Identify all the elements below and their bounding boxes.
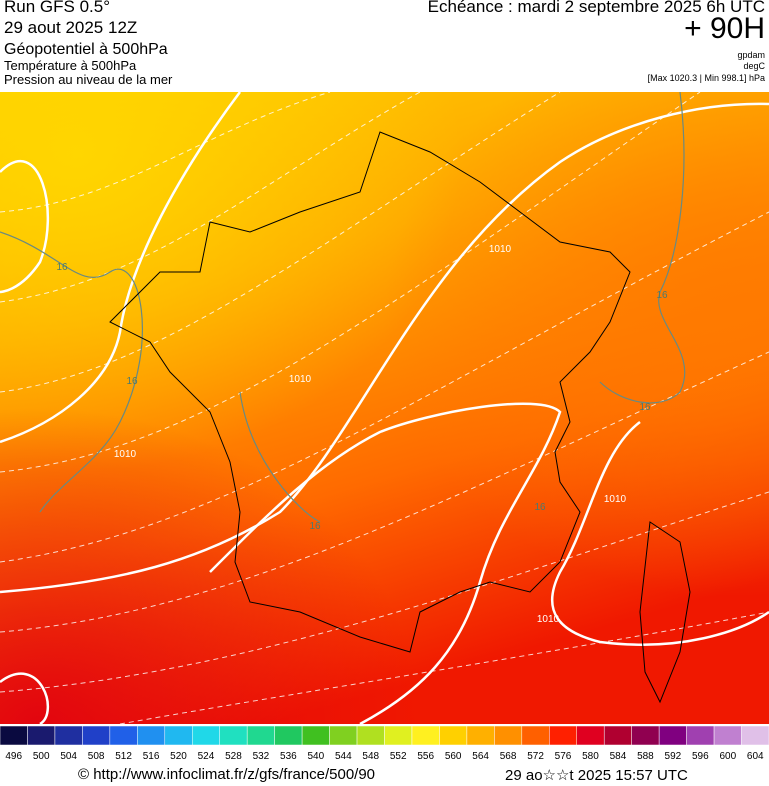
colorbar-label: 524 bbox=[198, 751, 215, 762]
colorbar-cell bbox=[741, 725, 769, 746]
colorbar-cell bbox=[603, 725, 632, 746]
colorbar-label: 560 bbox=[445, 751, 462, 762]
lead-time: + 90H bbox=[684, 12, 765, 45]
colorbar-label: 576 bbox=[555, 751, 572, 762]
field-3: Pression au niveau de la mer bbox=[4, 72, 173, 87]
colorbar-cell bbox=[27, 725, 56, 746]
colorbar-label: 528 bbox=[225, 751, 242, 762]
colorbar-cell bbox=[466, 725, 495, 746]
colorbar-label: 604 bbox=[747, 751, 764, 762]
contour-label: 16 bbox=[126, 376, 138, 387]
colorbar-label: 500 bbox=[33, 751, 50, 762]
colorbar-cell bbox=[439, 725, 468, 746]
timestamp: 29 ao☆☆t 2025 15:57 UTC bbox=[505, 767, 688, 784]
contour-label: 16 bbox=[656, 290, 668, 301]
contour-label: 1010 bbox=[537, 614, 560, 625]
run-date: 29 aout 2025 12Z bbox=[4, 18, 138, 37]
colorbar-cell bbox=[219, 725, 248, 746]
unit: degC bbox=[743, 61, 765, 71]
colorbar-cell bbox=[521, 725, 550, 746]
colorbar-cell bbox=[192, 725, 220, 746]
unit: [Max 1020.3 | Min 998.1] hPa bbox=[647, 73, 765, 83]
colorbar-label: 544 bbox=[335, 751, 352, 762]
colorbar-cell bbox=[82, 725, 111, 746]
colorbar-label: 592 bbox=[665, 751, 682, 762]
contour-label: 1010 bbox=[604, 494, 627, 505]
colorbar-label: 548 bbox=[362, 751, 379, 762]
colorbar-label: 532 bbox=[253, 751, 270, 762]
forecast-time: Echéance : mardi 2 septembre 2025 6h UTC bbox=[427, 0, 765, 16]
map: 1010 1010 1010 1010 1010 16 16 16 16 16 16 bbox=[0, 92, 769, 724]
colorbar-cell bbox=[109, 725, 138, 746]
colorbar-cell bbox=[356, 725, 385, 746]
colorbar-label: 580 bbox=[582, 751, 599, 762]
colorbar-cell bbox=[686, 725, 715, 746]
contour-label: 1010 bbox=[489, 244, 512, 255]
colorbar-cell bbox=[658, 725, 687, 746]
contour-label: 16 bbox=[56, 262, 68, 273]
run-label: Run GFS 0.5° bbox=[4, 0, 111, 16]
contour-label: 16 bbox=[534, 502, 546, 513]
contour-label: 1010 bbox=[289, 374, 312, 385]
colorbar-cell bbox=[713, 725, 742, 746]
colorbar-cell bbox=[274, 725, 303, 746]
colorbar-cell bbox=[631, 725, 660, 746]
field-1: Géopotentiel à 500hPa bbox=[4, 41, 168, 58]
colorbar-label: 596 bbox=[692, 751, 709, 762]
contour-label: 1010 bbox=[114, 449, 137, 460]
colorbar-cell bbox=[384, 725, 413, 746]
colorbar-cell bbox=[164, 725, 193, 746]
colorbar-cell bbox=[301, 725, 330, 746]
colorbar-label: 600 bbox=[719, 751, 736, 762]
contour-label: 16 bbox=[639, 402, 651, 413]
colorbar-cell bbox=[494, 725, 523, 746]
source-url: © http://www.infoclimat.fr/z/gfs/france/… bbox=[78, 766, 376, 783]
colorbar-cell bbox=[0, 725, 28, 746]
colorbar-cell bbox=[246, 725, 275, 746]
colorbar-label: 504 bbox=[60, 751, 77, 762]
colorbar-label: 520 bbox=[170, 751, 187, 762]
colorbar-cell bbox=[411, 725, 440, 746]
colorbar-label: 584 bbox=[610, 751, 627, 762]
colorbar-cell bbox=[329, 725, 358, 746]
colorbar-label: 556 bbox=[417, 751, 434, 762]
colorbar-label: 512 bbox=[115, 751, 132, 762]
colorbar-label: 552 bbox=[390, 751, 407, 762]
colorbar-cell bbox=[54, 725, 83, 746]
colorbar-label: 540 bbox=[307, 751, 324, 762]
colorbar: 496 500 504 508 512 516 520 524 528 532 536 540 544 5… bbox=[0, 725, 769, 762]
colorbar-cell bbox=[549, 725, 577, 746]
colorbar-cell bbox=[576, 725, 605, 746]
colorbar-label: 516 bbox=[143, 751, 160, 762]
colorbar-label: 588 bbox=[637, 751, 654, 762]
colorbar-label: 568 bbox=[500, 751, 517, 762]
colorbar-label: 508 bbox=[88, 751, 105, 762]
contour-label: 16 bbox=[309, 521, 321, 532]
colorbar-label: 564 bbox=[472, 751, 489, 762]
unit: gpdam bbox=[737, 50, 765, 60]
colorbar-label: 536 bbox=[280, 751, 297, 762]
colorbar-label: 572 bbox=[527, 751, 544, 762]
field-2: Température à 500hPa bbox=[4, 58, 137, 73]
colorbar-cell bbox=[137, 725, 166, 746]
colorbar-label: 496 bbox=[5, 751, 22, 762]
